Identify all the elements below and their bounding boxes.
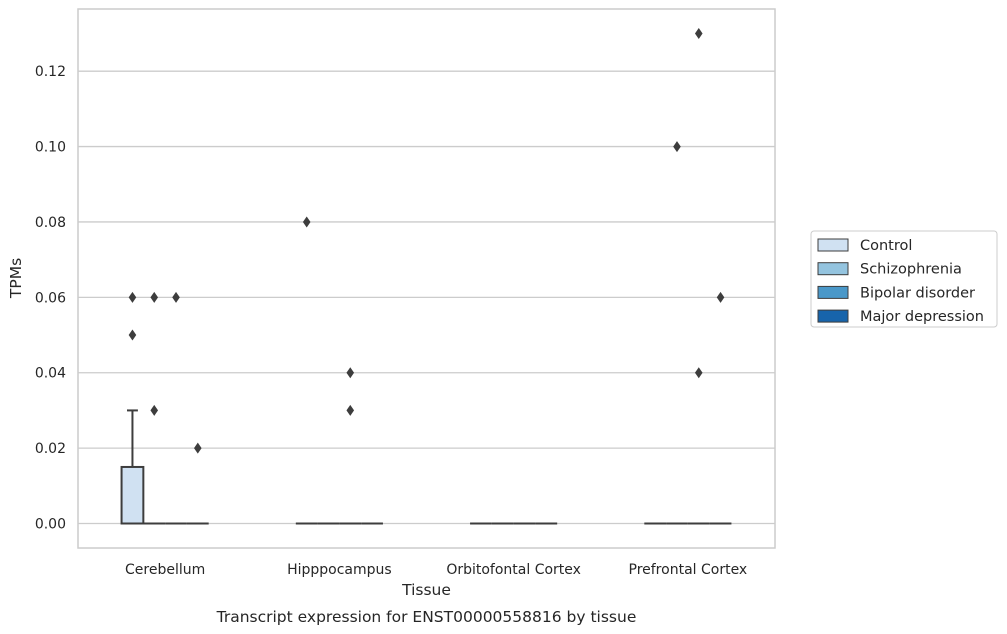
y-tick-label: 0.00 <box>35 517 66 533</box>
x-tick-label: Prefrontal Cortex <box>629 562 748 578</box>
x-tick-label: Hipppocampus <box>287 562 392 578</box>
legend-label: Bipolar disorder <box>860 285 975 301</box>
y-tick-labels: 0.00 0.02 0.04 0.06 0.08 0.10 0.12 <box>35 64 66 532</box>
chart-caption: Transcript expression for ENST0000055881… <box>216 608 637 626</box>
legend-swatch <box>817 285 849 299</box>
outlier-point <box>193 442 202 454</box>
legend: Control Schizophrenia Bipolar disorder Majo… <box>810 230 998 328</box>
outlier-point <box>694 28 703 39</box>
outlier-point <box>346 367 355 379</box>
x-tick-label: Cerebellum <box>125 562 205 578</box>
outlier-point <box>673 141 681 153</box>
y-tick-label: 0.10 <box>35 140 66 156</box>
y-tick-label: 0.04 <box>35 366 66 382</box>
outlier-point <box>716 291 725 303</box>
legend-label: Major depression <box>860 309 984 325</box>
legend-swatch <box>817 262 849 276</box>
legend-label: Schizophrenia <box>860 262 962 278</box>
legend-swatch <box>817 238 849 252</box>
y-axis-title: TPMs <box>7 258 25 299</box>
outlier-point <box>694 367 703 379</box>
box-body <box>120 465 145 525</box>
outliers <box>128 28 725 454</box>
legend-swatch <box>817 309 849 323</box>
x-tick-label: Orbitofontal Cortex <box>446 562 581 578</box>
outlier-point <box>128 291 137 303</box>
legend-label: Control <box>860 238 912 254</box>
box-0-0 <box>120 409 145 525</box>
boxes <box>120 409 732 525</box>
x-tick-labels: Cerebellum Hipppocampus Orbitofontal Corte… <box>125 562 747 578</box>
legend-frame <box>810 230 998 328</box>
outlier-point <box>128 329 137 341</box>
outlier-point <box>150 404 159 416</box>
outlier-point <box>150 291 159 303</box>
y-tick-label: 0.12 <box>35 64 66 80</box>
plot-area <box>77 8 776 549</box>
x-axis-title: Tissue <box>401 581 451 599</box>
outlier-point <box>172 291 180 303</box>
outlier-point <box>302 216 311 228</box>
y-tick-label: 0.06 <box>35 290 66 306</box>
y-tick-label: 0.08 <box>35 215 66 231</box>
outlier-point <box>346 404 355 416</box>
y-tick-label: 0.02 <box>35 441 66 457</box>
